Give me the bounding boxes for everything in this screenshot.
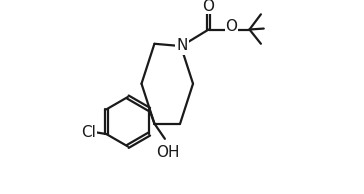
Text: O: O (225, 19, 237, 34)
Text: O: O (203, 0, 215, 14)
Text: OH: OH (156, 146, 179, 160)
Text: Cl: Cl (81, 125, 96, 140)
Text: N: N (176, 38, 188, 53)
